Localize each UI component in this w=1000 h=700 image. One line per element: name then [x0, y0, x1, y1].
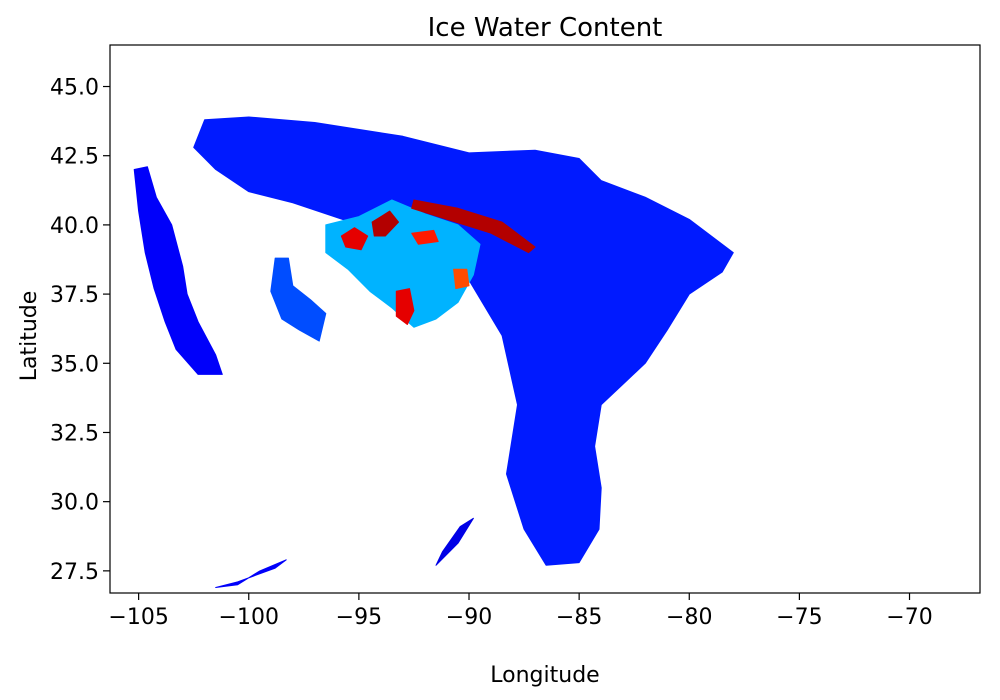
y-tick-label: 37.5 — [50, 283, 99, 308]
y-tick-label: 42.5 — [50, 145, 99, 170]
region-northern-streak — [411, 199, 536, 254]
region-northern-band — [193, 116, 734, 566]
x-tick-label: −90 — [446, 605, 492, 630]
x-axis-label: Longitude — [490, 663, 599, 688]
y-tick-label: 45.0 — [50, 76, 99, 101]
y-tick-label: 32.5 — [50, 421, 99, 446]
plot-frame — [109, 44, 981, 594]
y-axis: 27.5 30.0 32.5 35.0 37.5 40.0 42.5 45.0 — [50, 76, 110, 585]
x-tick-label: −75 — [776, 605, 822, 630]
region-core-b — [371, 210, 399, 237]
region-core-a — [340, 227, 369, 251]
x-tick-label: −100 — [219, 605, 279, 630]
x-tick-label: −95 — [336, 605, 382, 630]
y-tick-label: 27.5 — [50, 560, 99, 585]
x-tick-label: −105 — [108, 605, 168, 630]
plot-area — [133, 116, 734, 588]
region-gulf-fragment — [435, 517, 474, 566]
region-west-central-patch — [270, 257, 327, 342]
x-axis: −105 −100 −95 −90 −85 −80 −75 −70 — [108, 593, 933, 630]
x-tick-label: −70 — [886, 605, 932, 630]
x-tick-label: −80 — [666, 605, 712, 630]
y-tick-label: 40.0 — [50, 214, 99, 239]
region-core-d — [411, 229, 439, 245]
region-core-c — [395, 288, 415, 325]
y-axis-label: Latitude — [17, 291, 42, 382]
y-tick-label: 35.0 — [50, 352, 99, 377]
region-southwest-blob — [215, 559, 287, 588]
y-tick-label: 30.0 — [50, 491, 99, 516]
x-tick-label: −85 — [556, 605, 602, 630]
region-central-cluster — [325, 199, 481, 328]
chart-title: Ice Water Content — [428, 13, 663, 43]
region-core-e — [453, 268, 470, 290]
region-western-strip — [133, 166, 223, 375]
